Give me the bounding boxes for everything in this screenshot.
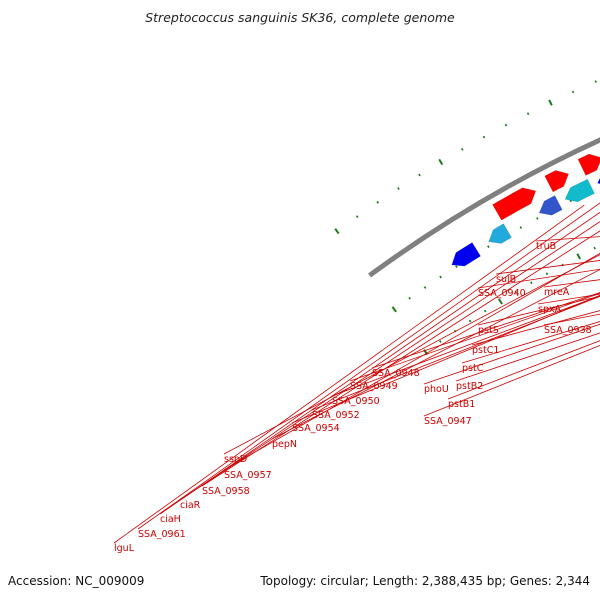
gene-label: ciaH [160, 514, 181, 525]
cds-forward [577, 153, 600, 176]
tick-mark [397, 187, 400, 190]
tick-mark [519, 226, 523, 229]
gene-leader-line [447, 340, 600, 400]
cds-reverse [538, 195, 563, 216]
gene-label: ciaR [180, 500, 201, 511]
tick-mark [355, 215, 359, 218]
gene-leader-line [423, 344, 600, 417]
gene-label: SSA_0947 [424, 416, 472, 427]
gene-leader-line [455, 332, 600, 382]
tick-mark [526, 112, 530, 116]
tick-mark [468, 319, 472, 323]
gene-leader-line [371, 292, 600, 369]
cds-reverse [488, 223, 512, 244]
tick-mark [487, 245, 490, 249]
backbone-arc [368, 137, 600, 278]
gene-label: SSA_0948 [372, 368, 420, 379]
gene-label: pstC [462, 363, 484, 374]
tick-mark [504, 123, 508, 127]
cds-reverse [451, 242, 481, 267]
gene-label: pepN [272, 439, 297, 450]
tick-mark [545, 272, 549, 276]
gene-label: pstS [478, 325, 499, 336]
gene-leader-line [179, 221, 600, 501]
gene-leader-line [223, 254, 600, 455]
gene-leader-line [471, 310, 600, 346]
tick-mark [439, 275, 442, 279]
cds-reverse [597, 177, 600, 184]
gene-label: SSA_0958 [202, 486, 250, 497]
cds-reverse [564, 178, 595, 203]
gene-leader-line [331, 295, 600, 397]
gene-label: phoU [424, 384, 449, 395]
cds-forward [492, 187, 537, 221]
tick-mark [548, 99, 553, 106]
tick-mark [530, 281, 533, 285]
tick-mark [461, 147, 464, 151]
tick-mark [455, 265, 458, 268]
gene-labels: truBmreAsulBspxASSA_0940SSA_0938pstSpstC… [113, 202, 600, 554]
gene-label: sspD [224, 454, 247, 465]
gene-leader-line [311, 295, 600, 411]
gene-leader-line [159, 211, 600, 515]
tick-mark [576, 253, 581, 260]
features [451, 153, 600, 267]
genome-title: Streptococcus sanguinis SK36, complete g… [145, 10, 455, 25]
cds-forward [544, 170, 569, 193]
tick-mark [439, 340, 442, 343]
tick-dots [334, 80, 597, 356]
gene-label: sulB [496, 274, 516, 285]
tick-mark [593, 246, 596, 250]
tick-mark [514, 290, 518, 294]
gene-label: SSA_0938 [544, 325, 592, 336]
gene-label: lguL [114, 543, 135, 554]
tick-mark [423, 286, 427, 289]
gene-leader-line [423, 323, 600, 385]
tick-mark [408, 296, 411, 300]
gene-label: SSA_0950 [332, 396, 380, 407]
tick-mark [438, 158, 444, 166]
gene-label: SSA_0954 [292, 423, 340, 434]
gene-label: pstC1 [472, 345, 499, 356]
accession-text: Accession: NC_009009 [8, 574, 145, 588]
gene-label: truB [536, 241, 556, 252]
gene-label: SSA_0961 [138, 529, 186, 540]
tick-mark [594, 80, 597, 83]
tick-mark [571, 90, 575, 94]
gene-leader-line [201, 230, 600, 487]
gene-label: pstB2 [456, 381, 483, 392]
tick-mark [497, 298, 503, 305]
tick-mark [536, 217, 539, 220]
genome-summary: Topology: circular; Length: 2,388,435 bp… [260, 574, 590, 588]
backbone [368, 137, 600, 278]
tick-mark [483, 309, 487, 313]
tick-mark [376, 200, 379, 204]
gene-leader-line [291, 294, 600, 424]
gene-label: SSA_0957 [224, 470, 272, 481]
gene-label: SSA_0952 [312, 410, 360, 421]
tick-mark [418, 173, 421, 177]
gene-leader-line [223, 252, 600, 471]
gene-leader-line [349, 292, 600, 382]
tick-mark [391, 306, 397, 313]
gene-leader-line [113, 204, 585, 544]
gene-label: pstB1 [448, 399, 475, 410]
gene-leader-line [271, 269, 600, 440]
gene-label: mreA [544, 287, 570, 298]
tick-mark [334, 228, 340, 235]
tick-mark [482, 135, 486, 139]
gene-leader-line [137, 202, 600, 530]
